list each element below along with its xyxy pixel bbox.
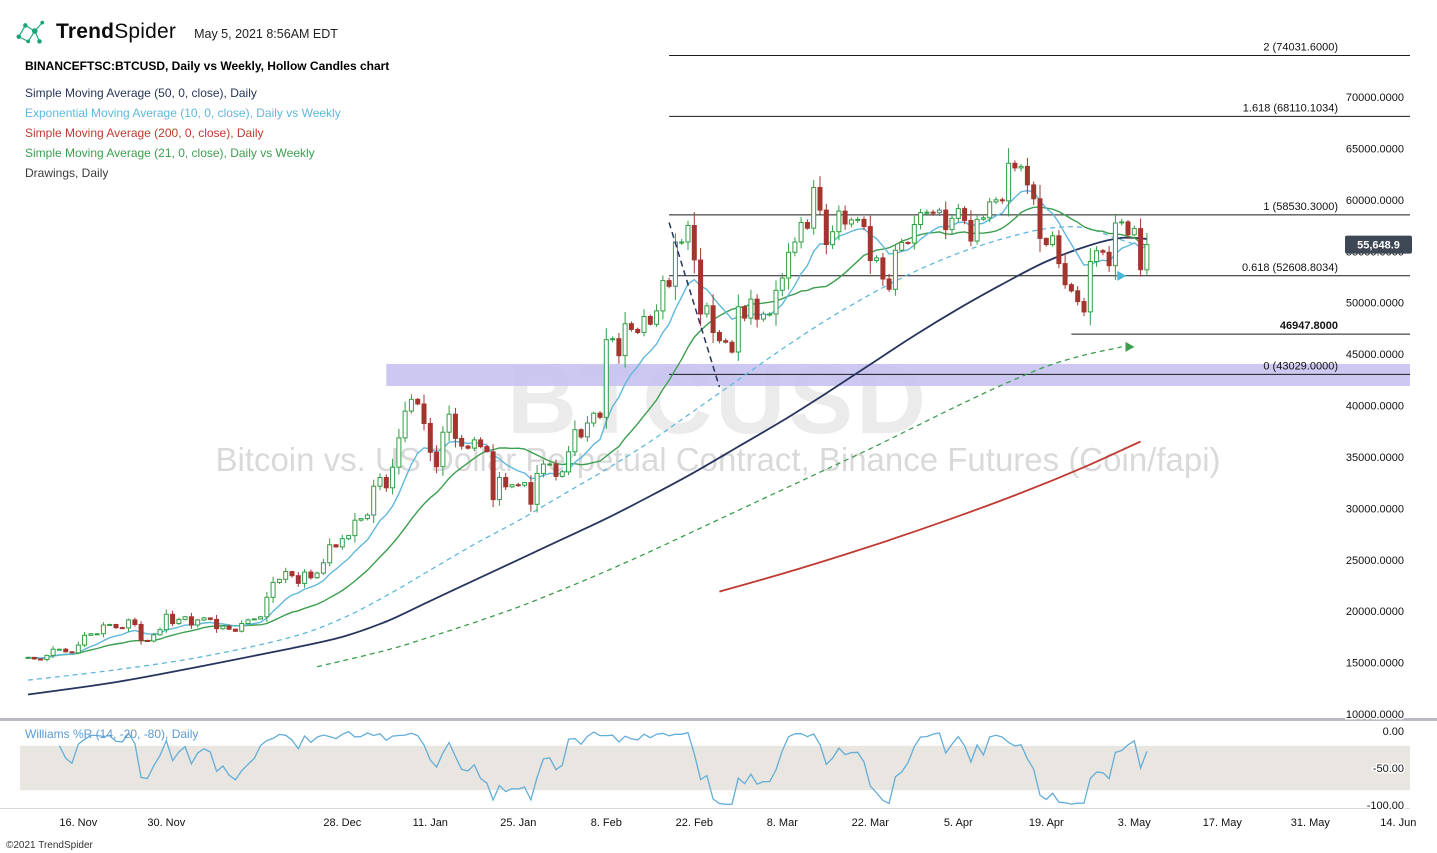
arrow-right-marker[interactable] <box>1125 341 1135 352</box>
price-axis-label: 45000.0000 <box>1346 349 1404 361</box>
legend-item-sma21[interactable]: Simple Moving Average (21, 0, close), Da… <box>25 146 315 160</box>
price-axis-label: 10000.0000 <box>1346 709 1404 721</box>
trendspider-logo-icon <box>16 20 45 44</box>
time-axis-label: 22. Feb <box>676 817 713 829</box>
chart-timestamp: May 5, 2021 8:56AM EDT <box>194 26 338 41</box>
price-axis-label: 65000.0000 <box>1346 143 1404 155</box>
price-axis-label: 60000.0000 <box>1346 195 1404 207</box>
time-axis-label: 28. Dec <box>323 817 361 829</box>
time-axis-label: 8. Feb <box>591 817 622 829</box>
time-axis-label: 14. Jun <box>1380 817 1416 829</box>
last-price-badge <box>1345 235 1412 254</box>
sma21-weekly-line <box>316 346 1122 668</box>
time-axis-label: 16. Nov <box>59 817 97 829</box>
brand-trend: Trend <box>56 20 115 43</box>
sma50-daily-line <box>27 236 1147 696</box>
time-axis-label: 8. Mar <box>767 817 799 829</box>
drawing-trendline[interactable] <box>668 222 721 388</box>
time-axis-label: 5. Apr <box>944 817 973 829</box>
legend-item-sma50[interactable]: Simple Moving Average (50, 0, close), Da… <box>25 86 257 100</box>
fib-zero-zone-band <box>386 363 1410 386</box>
fib-level-label: 0 (43029.0000) <box>1263 360 1338 372</box>
williams-r-legend[interactable]: Williams %R (14, -20, -80), Daily <box>25 727 199 741</box>
fib-level-label: 1 (58530.3000) <box>1263 201 1338 213</box>
time-axis-label: 3. May <box>1118 817 1152 829</box>
price-axis-label: 20000.0000 <box>1346 606 1404 618</box>
price-axis-label: 30000.0000 <box>1346 503 1404 515</box>
candles-layer <box>25 148 1150 662</box>
price-axis[interactable]: 70000.000065000.000060000.000055000.0000… <box>1344 91 1405 814</box>
time-axis-label: 31. May <box>1291 817 1331 829</box>
copyright: ©2021 TrendSpider <box>6 840 93 851</box>
price-axis-label: 40000.0000 <box>1346 401 1404 413</box>
fib-level-label: 0.618 (52608.8034) <box>1242 262 1338 274</box>
brand-wordmark: TrendSpider <box>56 20 176 44</box>
fib-level-label: 1.618 (68110.1034) <box>1243 102 1338 114</box>
moving-averages <box>27 189 1148 696</box>
price-axis-label: 70000.0000 <box>1346 92 1404 104</box>
time-axis-label: 17. May <box>1203 817 1243 829</box>
last-price-value: 55,648.9 <box>1357 240 1400 252</box>
time-axis-label: 11. Jan <box>413 817 448 829</box>
price-axis-label: 25000.0000 <box>1346 555 1404 567</box>
chart-title[interactable]: BINANCEFTSC:BTCUSD, Daily vs Weekly, Hol… <box>25 59 390 73</box>
fib-level-label: 46947.8000 <box>1280 320 1338 332</box>
sma200-daily-line <box>719 440 1141 593</box>
williams-axis-label: -50.00 <box>1373 763 1404 775</box>
price-axis-label: 50000.0000 <box>1346 298 1404 310</box>
ema10-weekly-line <box>27 226 1148 681</box>
chart-legend: BINANCEFTSC:BTCUSD, Daily vs Weekly, Hol… <box>25 59 389 183</box>
app-header: TrendSpider May 5, 2021 8:56AM EDT <box>14 16 338 48</box>
price-axis-label: 15000.0000 <box>1346 658 1404 670</box>
legend-item-drawings[interactable]: Drawings, Daily <box>25 166 109 180</box>
legend-item-ema10[interactable]: Exponential Moving Average (10, 0, close… <box>25 106 341 120</box>
legend-item-sma200[interactable]: Simple Moving Average (200, 0, close), D… <box>25 126 264 140</box>
time-axis-label: 19. Apr <box>1029 817 1064 829</box>
price-axis-label: 35000.0000 <box>1346 452 1404 464</box>
brand-spider: Spider <box>114 20 177 43</box>
time-axis-label: 30. Nov <box>147 817 185 829</box>
williams-axis-label: -100.00 <box>1367 800 1404 812</box>
williams-r-line <box>58 730 1148 805</box>
williams-axis-label: 0.00 <box>1383 726 1404 738</box>
time-axis-label: 25. Jan <box>500 817 536 829</box>
arrow-right-marker[interactable] <box>1117 270 1127 281</box>
fib-level-label: 2 (74031.6000) <box>1263 42 1338 54</box>
panel-separator[interactable] <box>0 718 1437 721</box>
williams-r-band <box>20 745 1410 791</box>
time-axis-label: 22. Mar <box>852 817 890 829</box>
time-axis[interactable]: 16. Nov 30. Nov 28. Dec 11. Jan 25. Jan 8. Fe… <box>59 817 1416 829</box>
